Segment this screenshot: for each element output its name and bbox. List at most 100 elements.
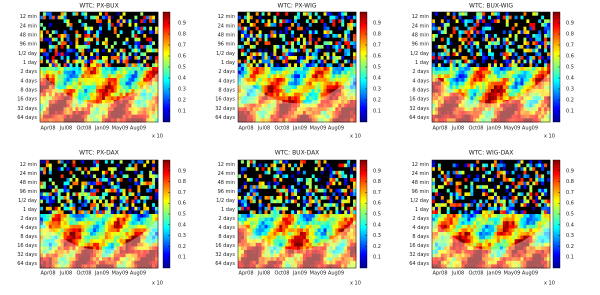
heatmap-cell [126, 41, 129, 45]
heatmap-cell [526, 38, 529, 42]
heatmap-cell [90, 167, 93, 171]
heatmap-cell [441, 52, 444, 56]
heatmap-cell [476, 89, 479, 93]
heatmap-cell [244, 71, 247, 75]
date-label: Apr08 [40, 271, 55, 277]
heatmap-cell [341, 63, 344, 67]
heatmap-cell [521, 71, 524, 75]
heatmap-cell [273, 63, 276, 67]
heatmap-cell [90, 34, 93, 38]
heatmap-cell [297, 12, 300, 16]
heatmap-cell [518, 16, 521, 20]
heatmap-cell [58, 38, 61, 42]
heatmap-cell [247, 34, 250, 38]
heatmap-cell [134, 192, 137, 196]
heatmap-cell [329, 78, 332, 82]
heatmap-cell [285, 30, 288, 34]
heatmap-cell [90, 185, 93, 189]
heatmap-cell [43, 49, 46, 53]
heatmap-cell [102, 60, 105, 64]
heatmap-cell [102, 174, 105, 178]
heatmap-cell [279, 74, 282, 78]
heatmap-cell [473, 49, 476, 53]
heatmap-cell [279, 12, 282, 16]
heatmap-cell [43, 160, 46, 164]
heatmap-cell [485, 16, 488, 20]
heatmap-cell [247, 19, 250, 23]
heatmap-cell [143, 207, 146, 211]
heatmap-cell [140, 52, 143, 56]
heatmap-cell [61, 167, 64, 171]
heatmap-cell [84, 56, 87, 60]
period-label: 48 min [20, 180, 37, 186]
heatmap-cell [49, 225, 52, 229]
heatmap-cell [453, 23, 456, 27]
heatmap-cell [244, 45, 247, 49]
heatmap-cell [114, 23, 117, 27]
heatmap-cell [253, 60, 256, 64]
heatmap-cell [114, 225, 117, 229]
heatmap-cell [494, 63, 497, 67]
heatmap-cell [126, 49, 129, 53]
heatmap-cell [438, 34, 441, 38]
date-label: Aug09 [328, 126, 344, 132]
date-label: Jul08 [59, 271, 72, 277]
heatmap-cell [55, 228, 58, 232]
heatmap-cell [303, 23, 306, 27]
heatmap-cell [102, 196, 105, 200]
heatmap-cell [117, 167, 120, 171]
heatmap-cell [123, 49, 126, 53]
period-label: 2 days [412, 69, 429, 75]
heatmap-cell [126, 200, 129, 204]
heatmap-cell [134, 60, 137, 64]
heatmap-cell [81, 232, 84, 236]
heatmap-cell [500, 93, 503, 97]
heatmap-cell [72, 52, 75, 56]
heatmap-cell [123, 19, 126, 23]
heatmap-cell [450, 23, 453, 27]
heatmap-cell [309, 60, 312, 64]
heatmap-cell [146, 207, 149, 211]
heatmap-cell [55, 200, 58, 204]
heatmap-cell [529, 45, 532, 49]
heatmap-cell [497, 67, 500, 71]
heatmap-cell [81, 225, 84, 229]
heatmap-cell [67, 63, 70, 67]
heatmap-cell [438, 23, 441, 27]
heatmap-cell [335, 82, 338, 86]
heatmap-cell [134, 196, 137, 200]
heatmap-cell [464, 74, 467, 78]
heatmap-cell [105, 96, 108, 100]
heatmap-cell [75, 210, 78, 214]
heatmap-cell [523, 27, 526, 31]
heatmap-cell [241, 16, 244, 20]
heatmap-cell [111, 182, 114, 186]
heatmap-cell [129, 192, 132, 196]
heatmap-cell [55, 52, 58, 56]
heatmap-cell [123, 27, 126, 31]
heatmap-cell [473, 67, 476, 71]
period-label: 64 days [17, 261, 37, 267]
heatmap-cell [350, 41, 353, 45]
heatmap-cell [67, 207, 70, 211]
heatmap-cell [526, 82, 529, 86]
heatmap-cell [270, 34, 273, 38]
heatmap-cell [262, 82, 265, 86]
heatmap-cell [344, 19, 347, 23]
heatmap-cell [329, 30, 332, 34]
heatmap-cell [450, 78, 453, 82]
heatmap-cell [347, 45, 350, 49]
heatmap-cell [67, 164, 70, 168]
heatmap-cell [262, 49, 265, 53]
heatmap-cell [435, 19, 438, 23]
heatmap-cell [61, 41, 64, 45]
heatmap-cell [90, 178, 93, 182]
heatmap-cell [462, 71, 465, 75]
heatmap-cell [87, 207, 90, 211]
heatmap-cell [256, 60, 259, 64]
heatmap-cell [58, 221, 61, 225]
heatmap-cell [99, 63, 102, 67]
heatmap-cell [347, 52, 350, 56]
heatmap-cell [117, 210, 120, 214]
heatmap-cell [321, 52, 324, 56]
